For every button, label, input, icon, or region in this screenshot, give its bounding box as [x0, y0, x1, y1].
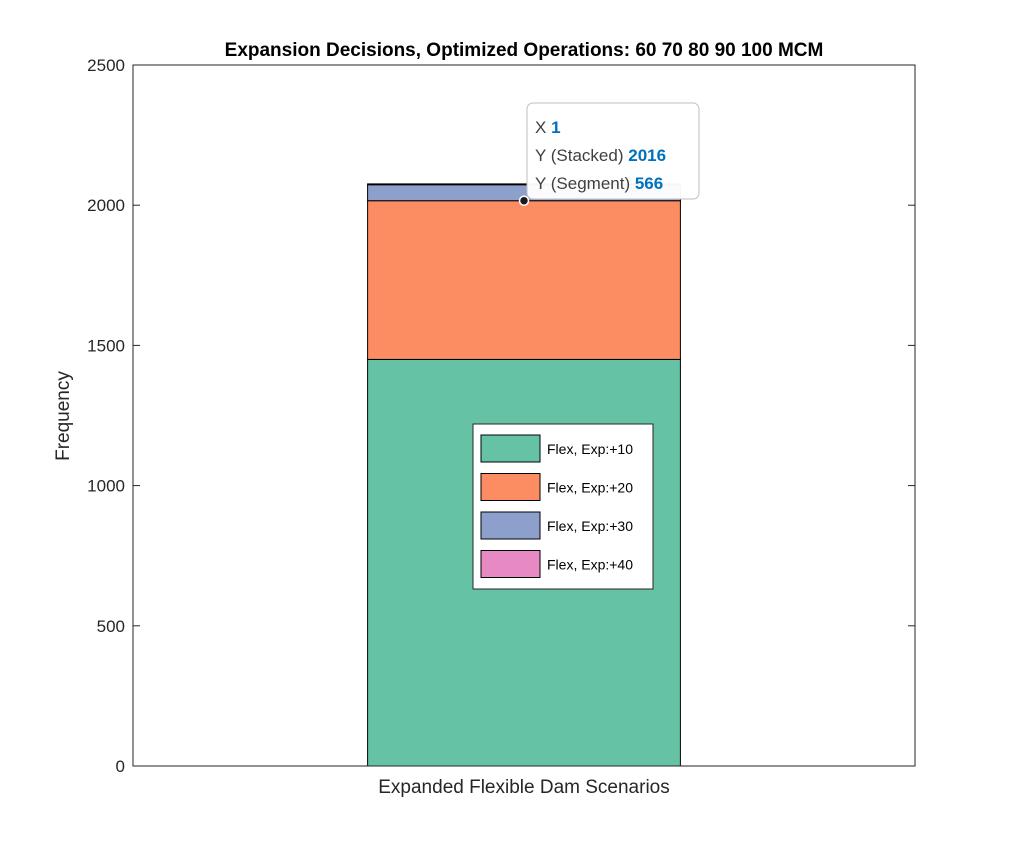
datatip[interactable]: X 1 Y (Stacked) 2016 Y (Segment) 566 [518, 102, 700, 206]
datatip-row: Y (Segment) 566 [535, 174, 663, 193]
datatip-value: 1 [551, 118, 560, 137]
legend-entry-label: Flex, Exp:+10 [547, 441, 633, 457]
legend-swatch [480, 473, 541, 501]
y-axis: 0 500 1000 1500 2000 2500 [87, 56, 915, 776]
bar-segment[interactable] [367, 200, 681, 360]
datatip-box [526, 102, 700, 200]
y-tick-label: 1500 [87, 336, 125, 355]
datatip-row: Y (Stacked) 2016 [535, 146, 666, 165]
datatip-marker[interactable] [518, 195, 530, 206]
datatip-key: X [535, 118, 551, 137]
y-axis-label: Frequency [53, 371, 74, 461]
datatip-value: 2016 [628, 146, 666, 165]
legend-entry-label: Flex, Exp:+30 [547, 518, 633, 534]
y-tick-label: 500 [97, 617, 125, 636]
legend-swatch [480, 434, 541, 463]
y-tick-label: 2000 [87, 196, 125, 215]
y-tick-label: 0 [116, 757, 125, 776]
datatip-row: X 1 [535, 118, 561, 137]
legend-swatch [480, 550, 541, 578]
axes-box [132, 64, 916, 767]
datatip-value: 566 [635, 174, 663, 193]
x-tick-label: Expanded Flexible Dam Scenarios [378, 777, 670, 798]
legend-entry-label: Flex, Exp:+40 [547, 557, 633, 573]
y-tick-label: 2500 [87, 56, 125, 75]
datatip-key: Y (Segment) [535, 174, 635, 193]
legend-entry-label: Flex, Exp:+20 [547, 480, 633, 496]
datatip-key: Y (Stacked) [535, 146, 628, 165]
legend-swatch [480, 511, 541, 540]
legend: Flex, Exp:+10 Flex, Exp:+20 Flex, Exp:+30 F… [472, 423, 654, 590]
y-tick-label: 1000 [87, 477, 125, 496]
chart-title: Expansion Decisions, Optimized Operation… [225, 40, 824, 61]
x-axis: Expanded Flexible Dam Scenarios [378, 777, 670, 798]
